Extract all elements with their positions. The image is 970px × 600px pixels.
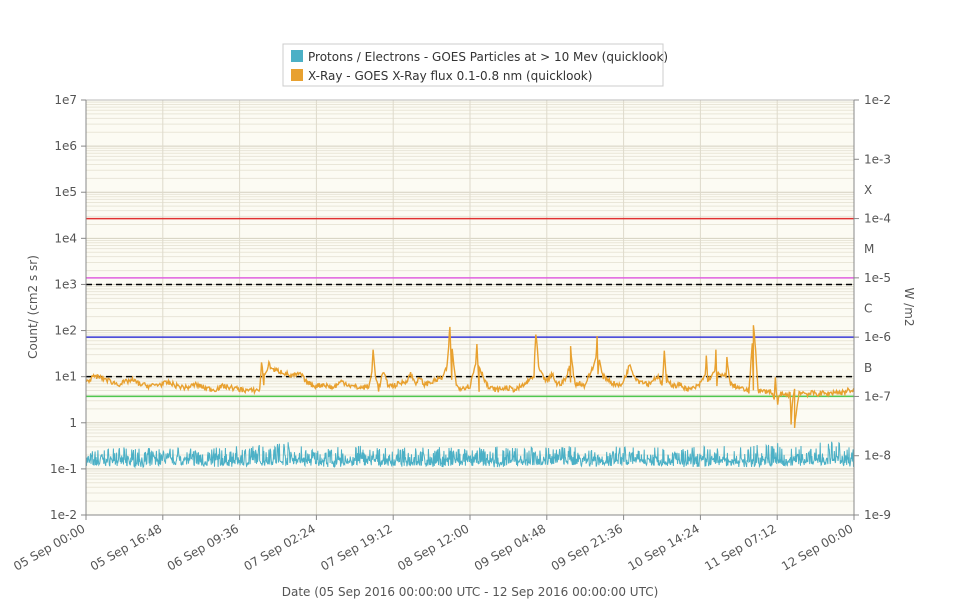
y-tick-label-left: 1e7 — [54, 93, 77, 107]
flare-class-label: X — [864, 183, 872, 197]
y-tick-label-left: 1e2 — [54, 324, 77, 338]
flare-class-label: B — [864, 361, 872, 375]
x-tick-label: 05 Sep 00:00 — [11, 521, 87, 573]
y-tick-label-left: 1e6 — [54, 139, 77, 153]
flare-class-label: C — [864, 302, 872, 316]
y-axis-right-title: W /m2 — [902, 287, 916, 326]
x-tick-label: 07 Sep 02:24 — [242, 521, 318, 573]
y-tick-label-left: 1e5 — [54, 185, 77, 199]
x-tick-label: 09 Sep 21:36 — [549, 521, 625, 573]
y-tick-label-right: 1e-6 — [864, 330, 891, 344]
y-tick-label-right: 1e-2 — [864, 93, 891, 107]
y-tick-label-right: 1e-9 — [864, 508, 891, 522]
y-tick-label-right: 1e-7 — [864, 389, 891, 403]
y-tick-label-right: 1e-4 — [864, 212, 891, 226]
y-tick-label-left: 1 — [69, 416, 77, 430]
x-tick-label: 09 Sep 04:48 — [472, 521, 548, 573]
series-xray-line — [85, 325, 855, 429]
x-tick-label: 07 Sep 19:12 — [318, 521, 394, 573]
legend: Protons / Electrons - GOES Particles at … — [282, 43, 668, 87]
y-axis-left-title: Count/ (cm2 s sr) — [26, 255, 40, 359]
series-layer — [85, 325, 855, 469]
x-axis-title: Date (05 Sep 2016 00:00:00 UTC - 12 Sep … — [282, 585, 659, 599]
legend-swatch-protons — [291, 50, 303, 62]
y-tick-label-right: 1e-8 — [864, 449, 891, 463]
y-tick-label-left: 1e1 — [54, 370, 77, 384]
y-tick-label-right: 1e-3 — [864, 152, 891, 166]
series-protons-line — [85, 441, 855, 469]
legend-label-protons: Protons / Electrons - GOES Particles at … — [308, 50, 668, 64]
legend-label-xray: X-Ray - GOES X-Ray flux 0.1-0.8 nm (quic… — [308, 69, 592, 83]
legend-swatch-xray — [291, 69, 303, 81]
y-tick-label-right: 1e-5 — [864, 271, 891, 285]
x-tick-label: 08 Sep 12:00 — [395, 521, 471, 573]
x-tick-label: 10 Sep 14:24 — [626, 521, 702, 573]
x-tick-label: 11 Sep 07:12 — [702, 521, 778, 573]
y-tick-label-left: 1e-1 — [50, 462, 77, 476]
x-tick-label: 06 Sep 09:36 — [165, 521, 241, 573]
x-tick-label: 05 Sep 16:48 — [88, 521, 164, 573]
legend-box — [282, 43, 664, 87]
y-tick-label-left: 1e3 — [54, 277, 77, 291]
y-tick-label-left: 1e-2 — [50, 508, 77, 522]
flare-class-label: M — [864, 242, 874, 256]
y-tick-label-left: 1e4 — [54, 231, 77, 245]
x-tick-label: 12 Sep 00:00 — [779, 521, 855, 573]
